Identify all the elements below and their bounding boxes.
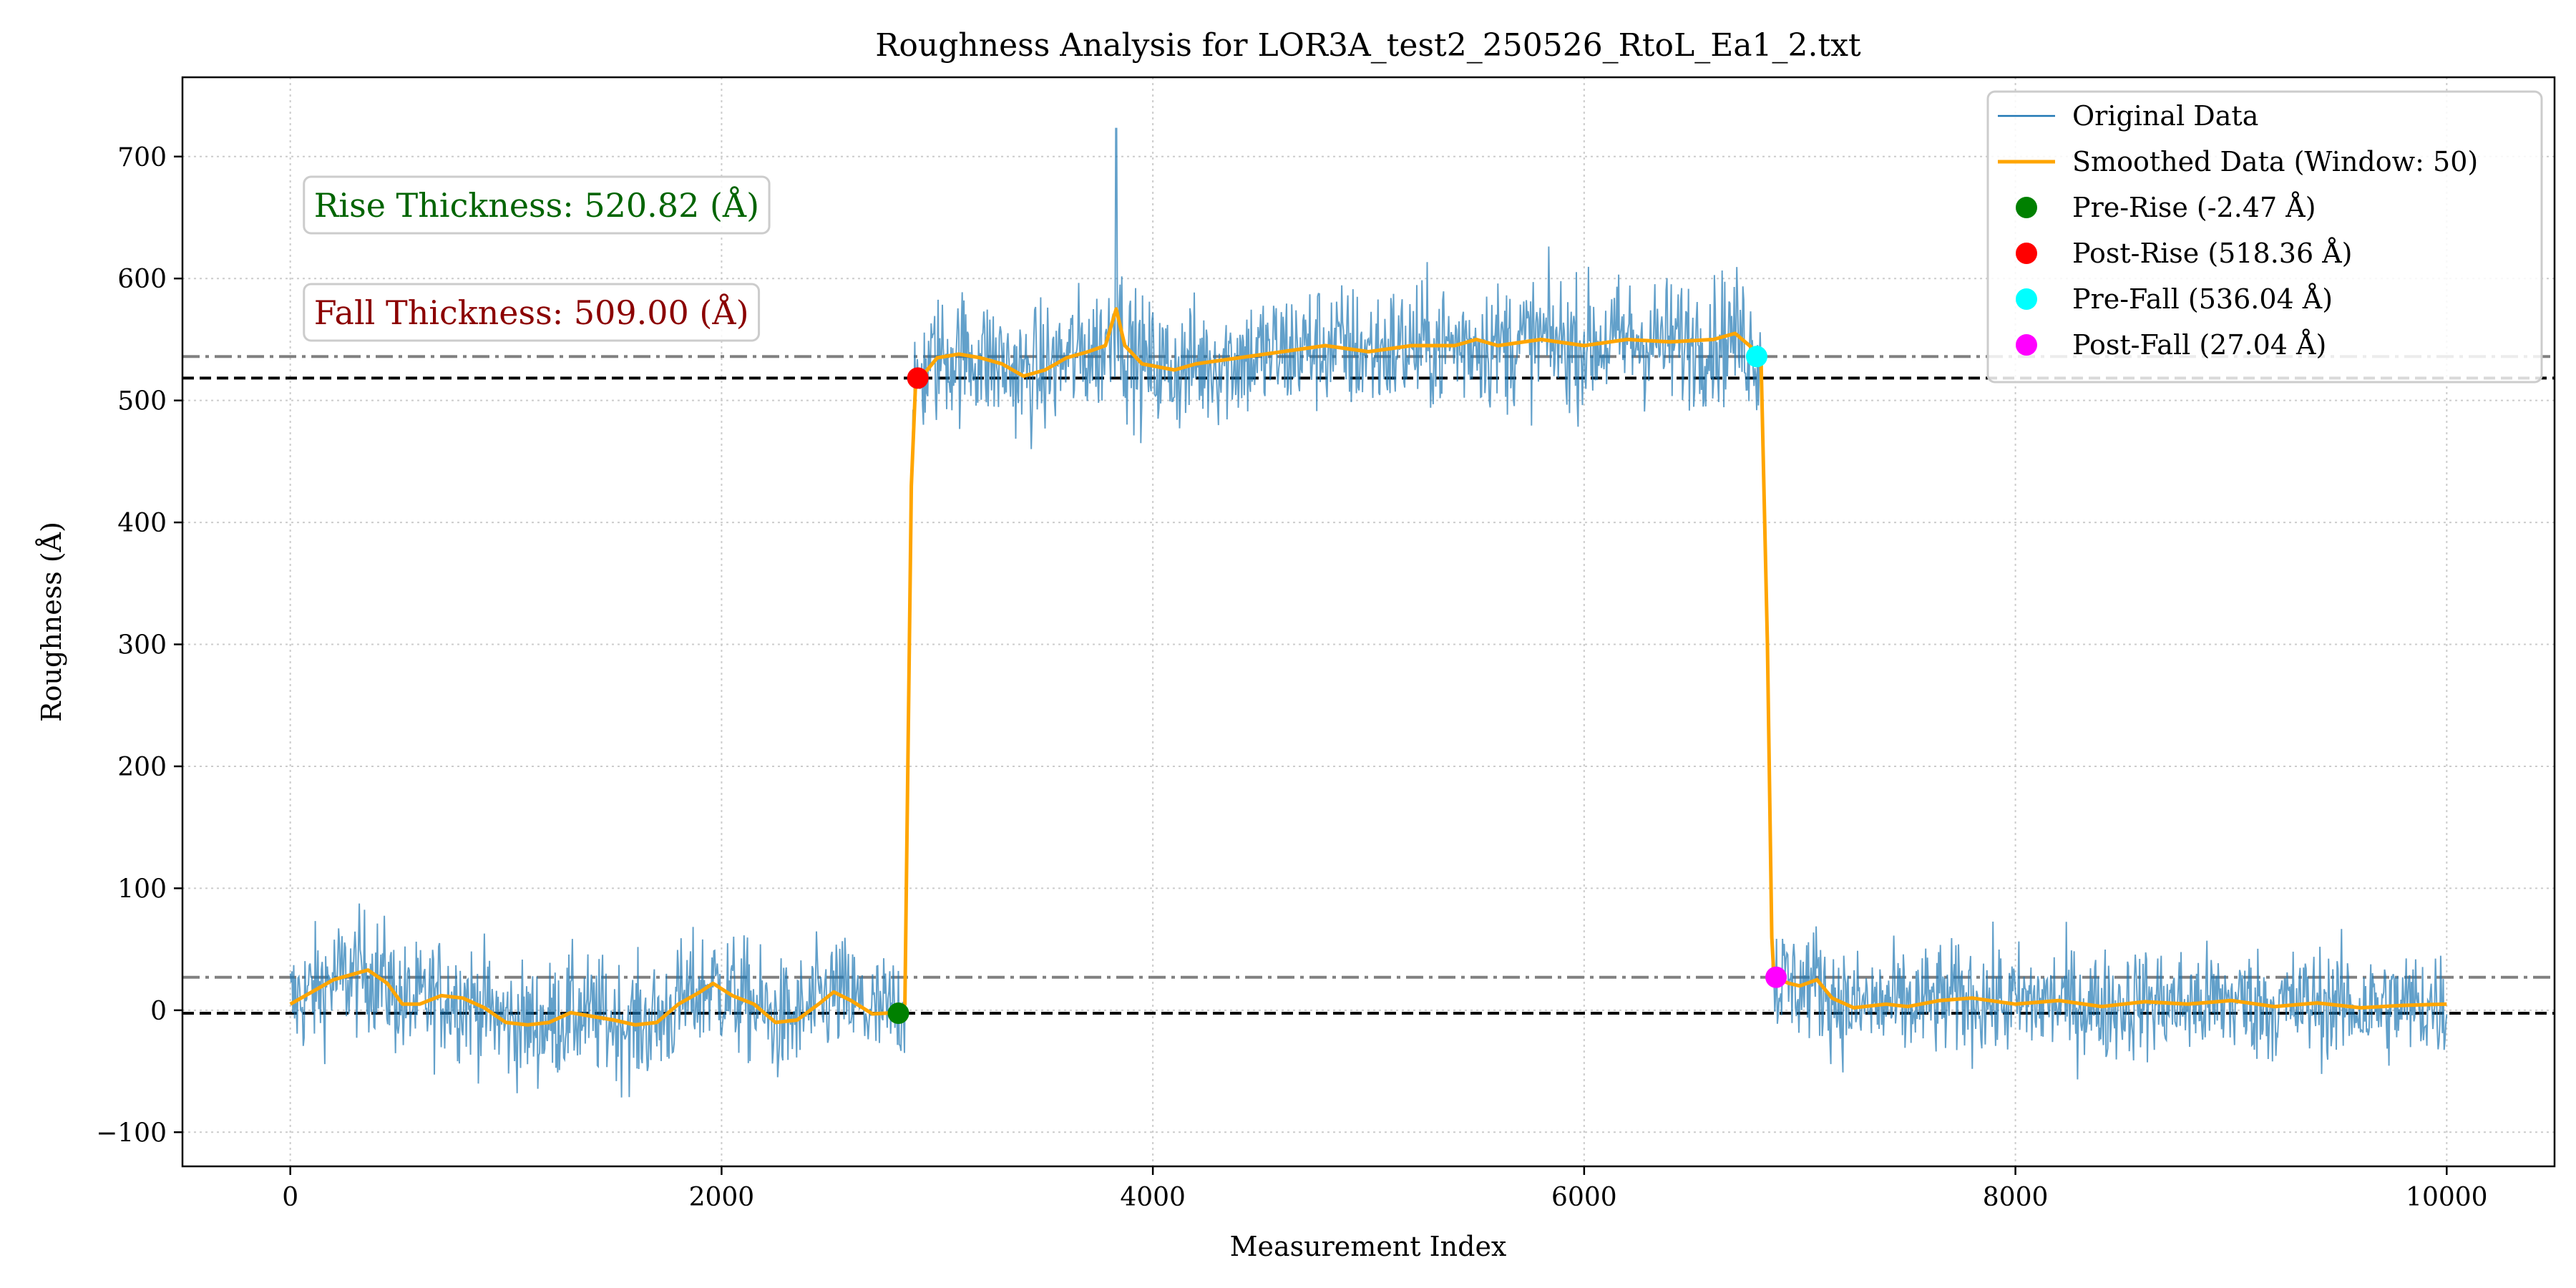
y-tick-label: 200 — [117, 753, 167, 782]
annotations: Rise Thickness: 520.82 (Å) Fall Thickness… — [303, 175, 771, 342]
annotation-frame — [303, 175, 771, 235]
legend-label: Post-Rise (518.36 Å) — [2072, 238, 2353, 269]
legend-label: Pre-Fall (536.04 Å) — [2072, 283, 2333, 315]
marker-point — [1765, 966, 1787, 988]
legend: Original Data Smoothed Data (Window: 50) P… — [1986, 90, 2543, 384]
original-data-line — [289, 127, 2448, 1098]
legend-box — [1986, 90, 2543, 384]
y-tick-label: 600 — [117, 265, 167, 294]
axes-frame — [181, 76, 2556, 1168]
y-axis-label: Roughness (Å) — [36, 522, 67, 722]
chart-title: Roughness Analysis for LOR3A_test2_25052… — [875, 27, 1861, 64]
x-tick-label: 4000 — [1120, 1183, 1186, 1212]
legend-label: Original Data — [2072, 100, 2258, 132]
marker-point — [887, 1002, 909, 1025]
y-tick-label: 700 — [117, 143, 167, 172]
legend-marker-swatch — [2016, 334, 2037, 356]
marker-point — [907, 367, 929, 389]
x-tick-label: 6000 — [1551, 1183, 1617, 1212]
x-tick-label: 10000 — [2406, 1183, 2488, 1212]
y-tick-label: 0 — [150, 997, 167, 1026]
legend-marker-swatch — [2016, 197, 2037, 218]
axis-ticks: 0 2000 4000 6000 8000 10000 −100 0 100 200 300 400 5… — [96, 143, 2487, 1212]
legend-marker-swatch — [2016, 288, 2037, 310]
x-axis-label: Measurement Index — [1230, 1231, 1507, 1262]
annotation-box: Rise Thickness: 520.82 (Å) — [303, 175, 771, 235]
y-tick-label: 400 — [117, 509, 167, 538]
legend-label: Post-Fall (27.04 Å) — [2072, 329, 2326, 361]
annotation-box: Fall Thickness: 509.00 (Å) — [303, 283, 761, 342]
annotation-frame — [303, 283, 761, 342]
legend-label: Pre-Rise (-2.47 Å) — [2072, 192, 2316, 223]
marker-point — [1745, 346, 1767, 368]
smoothed-data-line — [289, 307, 2447, 1027]
y-tick-label: −100 — [96, 1118, 167, 1148]
legend-label: Smoothed Data (Window: 50) — [2072, 146, 2478, 177]
annotation-text: Rise Thickness: 520.82 (Å) — [314, 185, 759, 225]
y-tick-label: 300 — [117, 631, 167, 660]
x-tick-label: 0 — [282, 1183, 298, 1212]
annotation-text: Fall Thickness: 509.00 (Å) — [314, 293, 749, 332]
x-tick-label: 2000 — [689, 1183, 755, 1212]
legend-marker-swatch — [2016, 243, 2037, 264]
y-tick-label: 100 — [117, 874, 167, 904]
x-tick-label: 8000 — [1983, 1183, 2049, 1212]
y-tick-label: 500 — [117, 387, 167, 416]
